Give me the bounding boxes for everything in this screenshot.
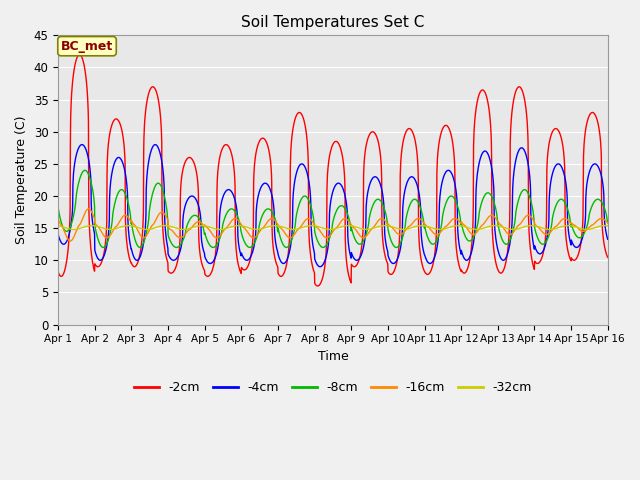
-2cm (314, 283, 321, 289)
-32cm (493, 223, 501, 228)
-16cm (493, 217, 501, 223)
-32cm (308, 223, 316, 228)
-4cm (54, 232, 62, 238)
-2cm (54, 269, 62, 275)
-32cm (571, 224, 579, 229)
-8cm (54, 205, 62, 211)
-16cm (54, 216, 62, 222)
Line: -2cm: -2cm (58, 55, 608, 286)
-16cm (84, 206, 92, 212)
-2cm (349, 264, 357, 269)
-4cm (361, 234, 369, 240)
X-axis label: Time: Time (317, 350, 348, 363)
-8cm (571, 230, 579, 236)
-8cm (81, 168, 89, 173)
-32cm (326, 227, 334, 232)
-8cm (493, 213, 501, 219)
-2cm (556, 130, 563, 136)
-8cm (604, 220, 612, 226)
-16cm (67, 238, 74, 244)
Title: Soil Temperatures Set C: Soil Temperatures Set C (241, 15, 424, 30)
-8cm (136, 244, 144, 250)
-32cm (361, 227, 369, 232)
-32cm (54, 223, 62, 228)
-4cm (556, 161, 563, 167)
-8cm (349, 231, 357, 237)
-2cm (604, 254, 612, 260)
-2cm (208, 269, 216, 275)
-4cm (208, 260, 216, 266)
-2cm (571, 257, 579, 263)
-16cm (556, 219, 563, 225)
-32cm (207, 225, 215, 230)
-16cm (361, 234, 369, 240)
-32cm (556, 225, 563, 230)
-2cm (76, 52, 83, 58)
Text: BC_met: BC_met (61, 40, 113, 53)
Y-axis label: Soil Temperature (C): Soil Temperature (C) (15, 116, 28, 244)
-2cm (493, 264, 501, 270)
-8cm (208, 244, 216, 250)
Line: -4cm: -4cm (58, 144, 608, 267)
-4cm (571, 244, 579, 250)
-8cm (556, 197, 563, 203)
-32cm (604, 223, 612, 228)
Line: -16cm: -16cm (58, 209, 608, 241)
-16cm (208, 231, 216, 237)
-4cm (78, 142, 86, 147)
Legend: -2cm, -4cm, -8cm, -16cm, -32cm: -2cm, -4cm, -8cm, -16cm, -32cm (129, 376, 537, 399)
-32cm (349, 223, 357, 229)
-4cm (604, 237, 612, 242)
-16cm (604, 220, 612, 226)
-16cm (571, 223, 579, 228)
-4cm (349, 254, 357, 260)
Line: -8cm: -8cm (58, 170, 608, 247)
-4cm (493, 243, 501, 249)
-2cm (361, 149, 369, 155)
Line: -32cm: -32cm (58, 226, 608, 229)
-4cm (316, 264, 324, 270)
-16cm (349, 225, 357, 230)
-8cm (361, 234, 369, 240)
